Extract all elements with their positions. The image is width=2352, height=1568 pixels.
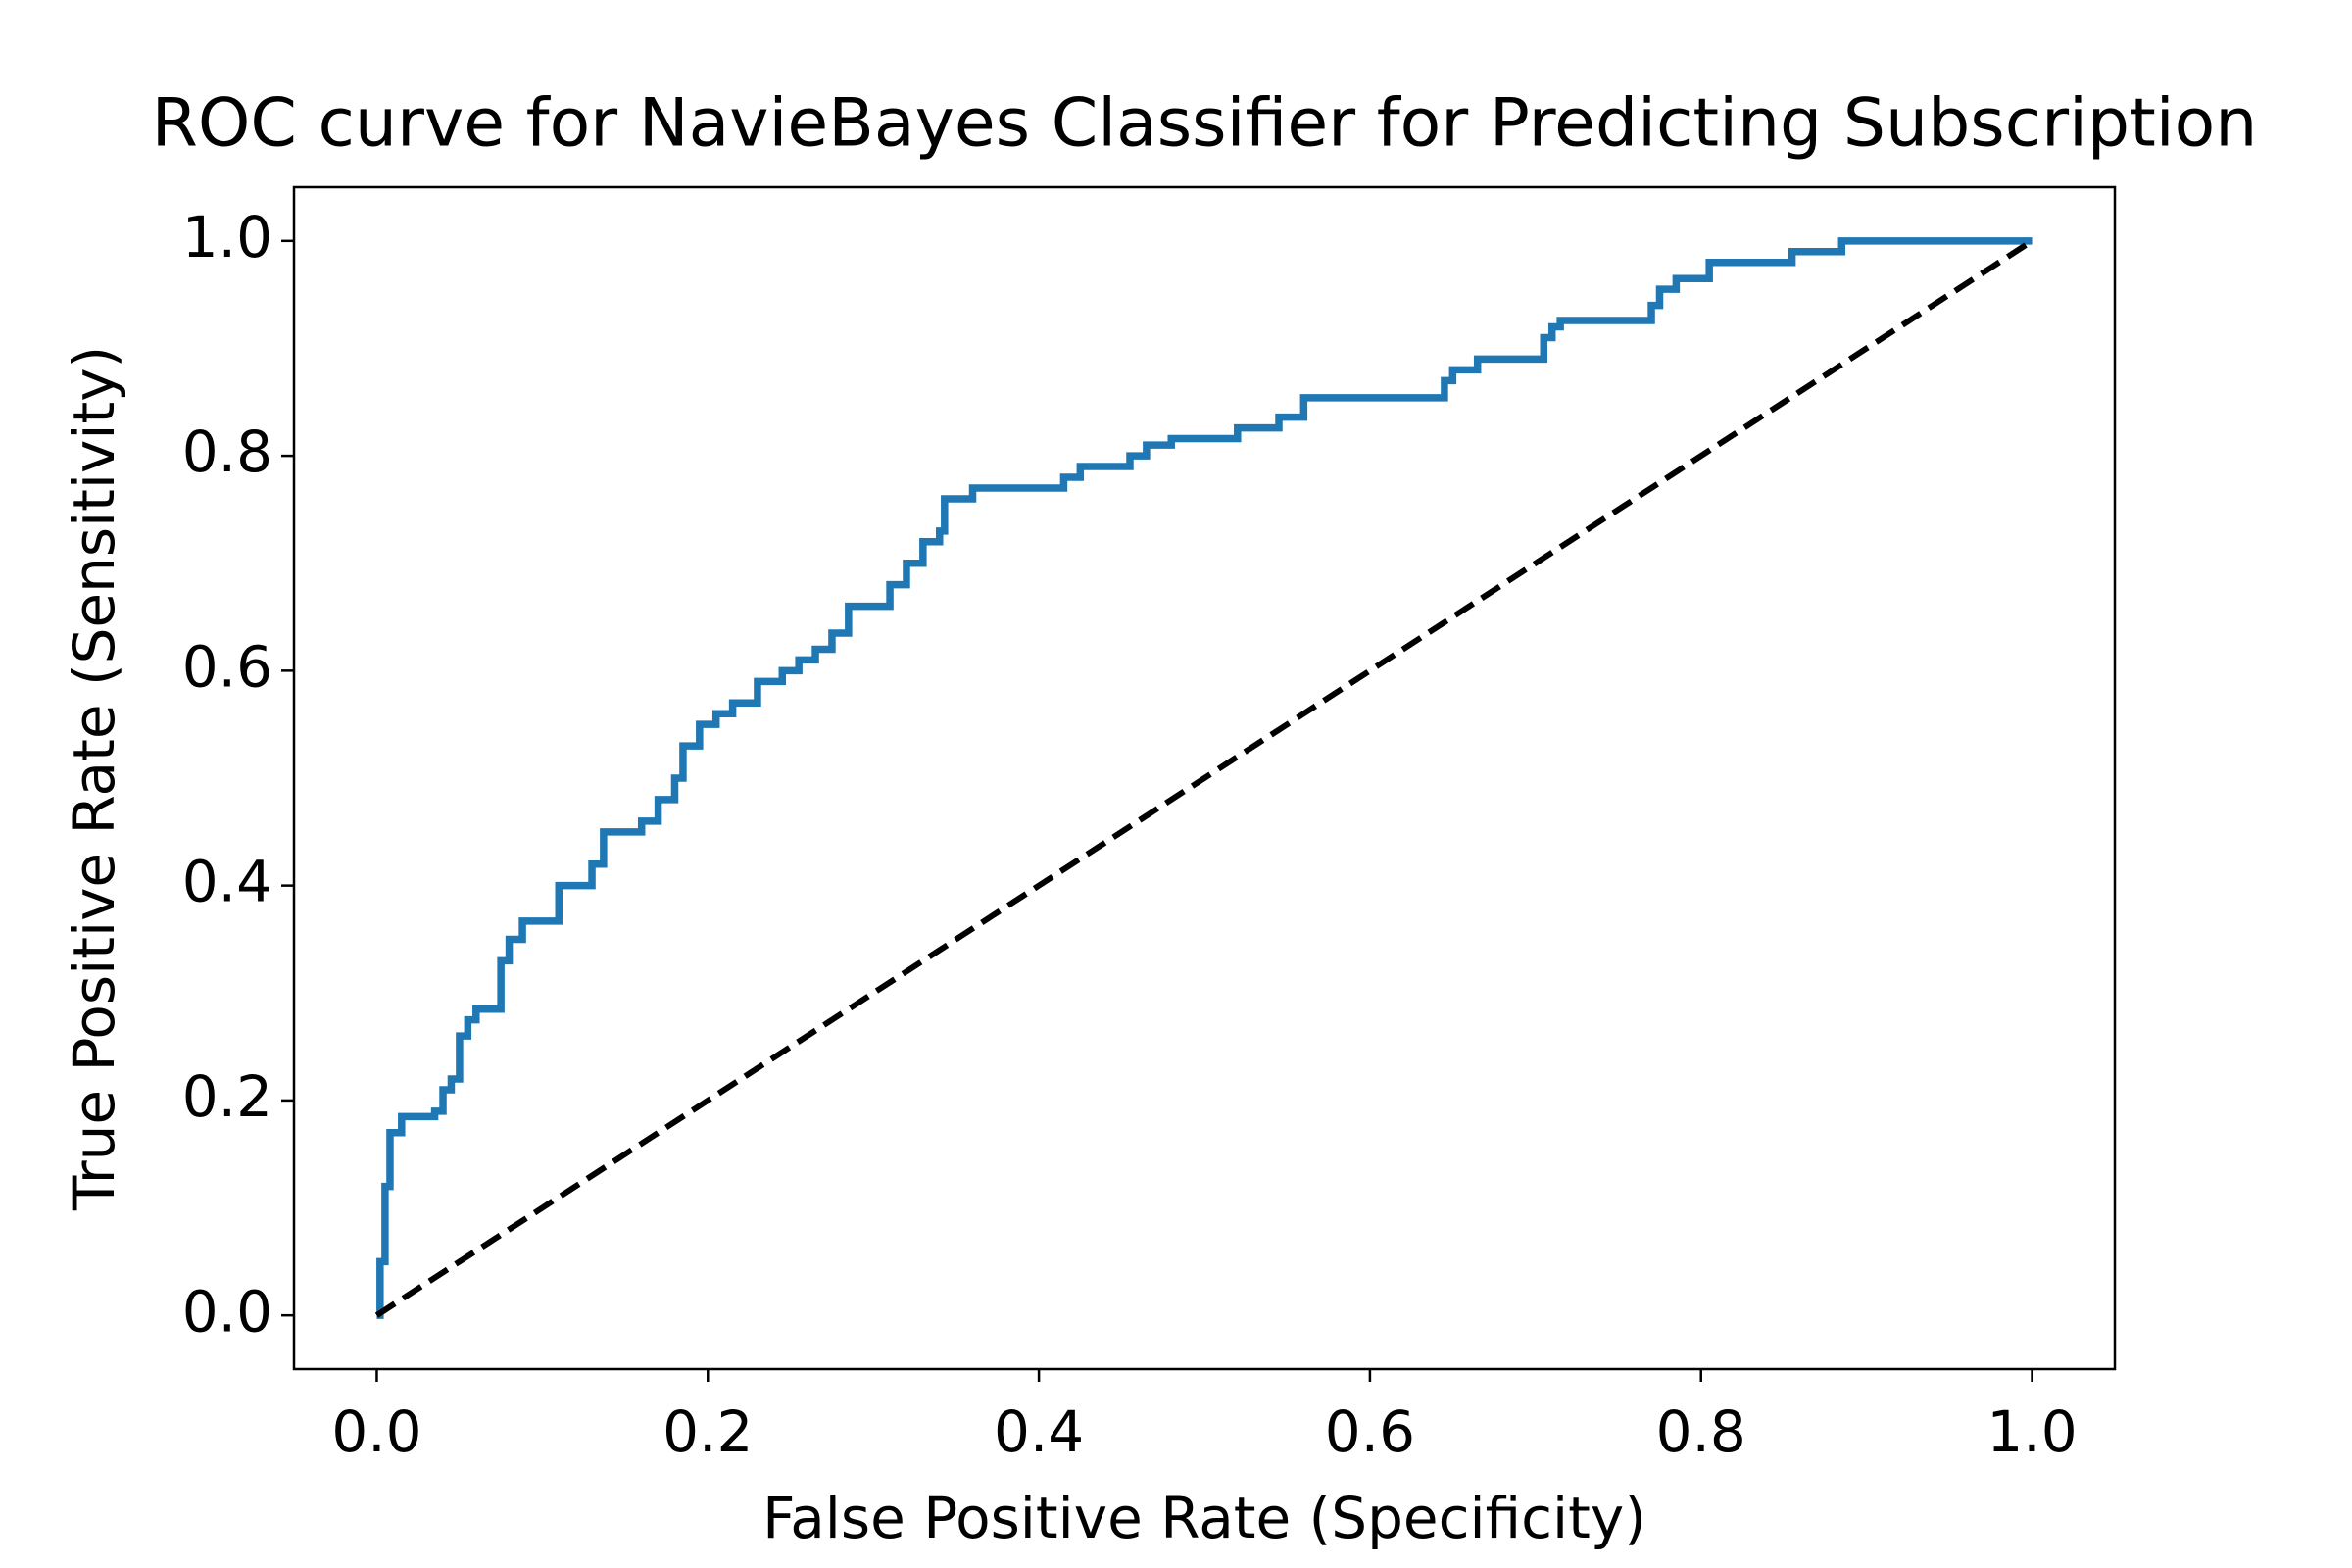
- reference-line: [374, 238, 2034, 1318]
- chart-title: ROC curve for NavieBayes Classifier for …: [152, 85, 2258, 163]
- y-tick-label: 1.0: [182, 204, 272, 270]
- y-tick-label: 0.2: [182, 1063, 272, 1130]
- y-tick-label: 0.8: [182, 418, 272, 485]
- x-tick-label: 1.0: [1986, 1398, 2077, 1465]
- x-tick-label: 0.4: [994, 1398, 1084, 1465]
- y-tick-label: 0.4: [182, 849, 272, 915]
- axes-frame: [292, 185, 2117, 1371]
- x-tick-label: 0.2: [662, 1398, 753, 1465]
- x-tick-label: 0.6: [1325, 1398, 1415, 1465]
- plot-area: 0.0 0.2 0.4 0.6 0.8 1.0 0.0 0.2 0.4 0.6 0.8 1.0: [182, 185, 2117, 1465]
- x-axis-label: False Positive Rate (Specificity): [762, 1485, 1646, 1551]
- x-tick-label: 0.0: [331, 1398, 421, 1465]
- y-axis-label: True Positive Rate (Sensitivity): [61, 346, 127, 1211]
- y-tick-label: 0.6: [182, 633, 272, 700]
- x-tick-label: 0.8: [1656, 1398, 1746, 1465]
- roc-line: [376, 237, 2033, 1319]
- y-tick-label: 0.0: [182, 1278, 272, 1345]
